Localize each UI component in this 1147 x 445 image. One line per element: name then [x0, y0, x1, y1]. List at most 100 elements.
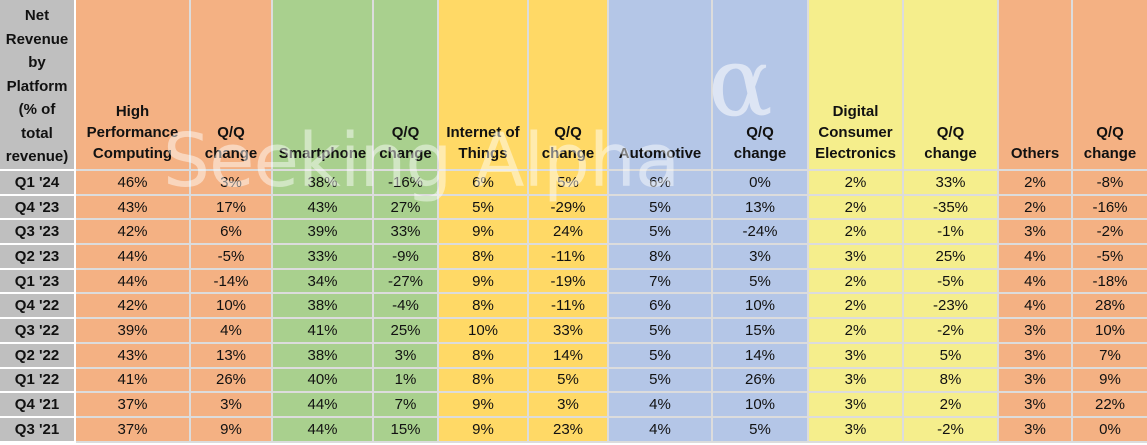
table-cell: 10% — [1071, 317, 1147, 344]
table-cell: 3% — [807, 341, 904, 369]
table-cell: 38% — [271, 341, 374, 369]
table-cell: 4% — [997, 243, 1073, 270]
table-cell: 41% — [271, 317, 374, 344]
table-cell: 5% — [607, 218, 713, 246]
column-header-automotive: Automotive — [607, 0, 713, 171]
row-label-quarter: Q3 '21 — [0, 415, 76, 443]
table-cell: -2% — [1071, 218, 1147, 246]
table-cell: 2% — [807, 267, 904, 295]
table-cell: 44% — [271, 415, 374, 443]
table-cell: 2% — [997, 169, 1073, 196]
table-cell: 7% — [607, 267, 713, 295]
table-cell: 8% — [902, 366, 999, 394]
table-cell: 2% — [807, 218, 904, 246]
row-label-quarter: Q3 '22 — [0, 317, 76, 344]
table-cell: 5% — [527, 169, 609, 196]
column-header-iot-qq: Q/Q change — [527, 0, 609, 171]
table-cell: -2% — [902, 317, 999, 344]
table-cell: 0% — [1071, 415, 1147, 443]
table-cell: 7% — [372, 391, 439, 418]
table-cell: 5% — [437, 193, 529, 221]
table-cell: -19% — [527, 267, 609, 295]
table-cell: 40% — [271, 366, 374, 394]
row-label-quarter: Q1 '24 — [0, 169, 76, 196]
table-cell: 33% — [372, 218, 439, 246]
table-cell: 2% — [807, 317, 904, 344]
table-cell: 5% — [711, 415, 809, 443]
column-header-others-qq: Q/Q change — [1071, 0, 1147, 171]
table-cell: 41% — [74, 366, 191, 394]
table-cell: 46% — [74, 169, 191, 196]
table-cell: 5% — [607, 366, 713, 394]
table-cell: 3% — [997, 218, 1073, 246]
table-cell: -11% — [527, 243, 609, 270]
table-cell: 5% — [607, 317, 713, 344]
table-cell: 9% — [437, 218, 529, 246]
table-cell: -16% — [1071, 193, 1147, 221]
table-title: Net Revenue by Platform (% of total reve… — [0, 0, 76, 171]
table-cell: 37% — [74, 391, 191, 418]
table-cell: 17% — [189, 193, 273, 221]
table-cell: 3% — [997, 391, 1073, 418]
table-cell: 3% — [997, 341, 1073, 369]
table-cell: 25% — [902, 243, 999, 270]
table-cell: 5% — [607, 341, 713, 369]
table-cell: 15% — [711, 317, 809, 344]
table-cell: 6% — [607, 169, 713, 196]
table-row: Q1 '22 41% 26% 40% 1% 8% 5% 5% 26% 3% 8% 3% 9% — [0, 366, 1147, 394]
table-cell: 4% — [189, 317, 273, 344]
table-cell: 3% — [189, 391, 273, 418]
table-cell: 7% — [1071, 341, 1147, 369]
column-header-hpc: High Performance Computing — [74, 0, 191, 171]
table-cell: 4% — [997, 292, 1073, 320]
table-cell: 9% — [437, 415, 529, 443]
table-cell: -14% — [189, 267, 273, 295]
table-cell: -35% — [902, 193, 999, 221]
table-cell: 3% — [527, 391, 609, 418]
table-cell: 5% — [711, 267, 809, 295]
table-cell: 15% — [372, 415, 439, 443]
table-cell: 2% — [807, 169, 904, 196]
table-cell: 3% — [807, 366, 904, 394]
table-cell: -29% — [527, 193, 609, 221]
table-cell: 4% — [607, 415, 713, 443]
table-cell: -5% — [1071, 243, 1147, 270]
table-cell: 2% — [807, 193, 904, 221]
row-label-quarter: Q2 '23 — [0, 243, 76, 270]
table-cell: 5% — [607, 193, 713, 221]
table-cell: -1% — [902, 218, 999, 246]
table-cell: 3% — [372, 341, 439, 369]
table-cell: 14% — [527, 341, 609, 369]
table-cell: 10% — [437, 317, 529, 344]
table-cell: 3% — [807, 415, 904, 443]
table-cell: 39% — [271, 218, 374, 246]
table-cell: 28% — [1071, 292, 1147, 320]
column-header-automotive-qq: Q/Q change — [711, 0, 809, 171]
table-cell: 8% — [437, 243, 529, 270]
table-cell: 25% — [372, 317, 439, 344]
column-header-smartphone: Smartphone — [271, 0, 374, 171]
table-cell: 5% — [902, 341, 999, 369]
table-cell: 27% — [372, 193, 439, 221]
table-cell: 22% — [1071, 391, 1147, 418]
table-cell: 43% — [271, 193, 374, 221]
table-cell: 9% — [437, 391, 529, 418]
table-cell: 10% — [711, 391, 809, 418]
table-cell: 44% — [271, 391, 374, 418]
table-row: Q4 '23 43% 17% 43% 27% 5% -29% 5% 13% 2% -35% 2% -16… — [0, 193, 1147, 221]
table-cell: 9% — [1071, 366, 1147, 394]
table-cell: 8% — [437, 366, 529, 394]
table-row: Q1 '23 44% -14% 34% -27% 9% -19% 7% 5% 2% -5% 4% -18… — [0, 267, 1147, 295]
row-label-quarter: Q1 '23 — [0, 267, 76, 295]
table-row: Q2 '23 44% -5% 33% -9% 8% -11% 8% 3% 3% 25% 4% -5% — [0, 243, 1147, 270]
table-cell: 8% — [607, 243, 713, 270]
table-cell: 14% — [711, 341, 809, 369]
table-row: Q4 '21 37% 3% 44% 7% 9% 3% 4% 10% 3% 2% 3% 22% — [0, 391, 1147, 418]
table-cell: 10% — [711, 292, 809, 320]
table-row: Q3 '23 42% 6% 39% 33% 9% 24% 5% -24% 2% -1% 3% -2% — [0, 218, 1147, 246]
table-cell: 33% — [902, 169, 999, 196]
row-label-quarter: Q1 '22 — [0, 366, 76, 394]
table-cell: -9% — [372, 243, 439, 270]
table-cell: -5% — [902, 267, 999, 295]
table-body: Q1 '24 46% 3% 38% -16% 6% 5% 6% 0% 2% 33% 2% -8% Q4 '… — [0, 169, 1147, 443]
